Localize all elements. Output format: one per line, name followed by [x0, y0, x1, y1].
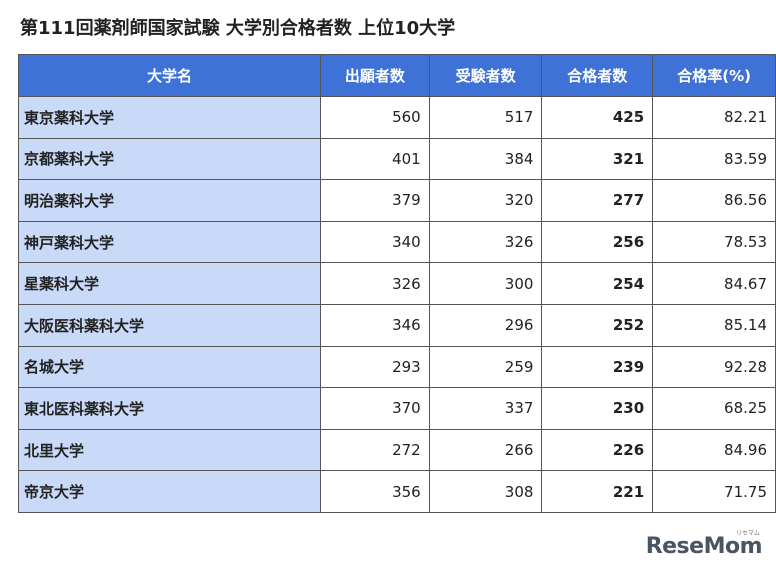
- cell: 256: [541, 220, 654, 264]
- cell: 379: [319, 179, 430, 222]
- cell: 300: [428, 262, 543, 305]
- cell: 560: [319, 96, 430, 139]
- column-header: 出願者数: [319, 54, 430, 97]
- cell: 221: [541, 470, 654, 513]
- table-row: 北里大学 272 266 226 84.96: [18, 428, 776, 472]
- cell: 346: [319, 303, 430, 347]
- cell: 293: [319, 345, 430, 389]
- cell: 230: [541, 387, 654, 430]
- university-name: 北里大学: [18, 428, 321, 472]
- logo-subtext: リセマム: [735, 530, 760, 537]
- university-name: 名城大学: [18, 345, 321, 389]
- university-name: 神戸薬科大学: [18, 220, 321, 264]
- university-name: 星薬科大学: [18, 262, 321, 305]
- cell: 252: [541, 303, 654, 347]
- cell: 272: [319, 428, 430, 472]
- cell: 85.14: [652, 303, 776, 347]
- table-row: 帝京大学 356 308 221 71.75: [18, 470, 776, 513]
- university-name: 明治薬科大学: [18, 179, 321, 222]
- table-row: 東京薬科大学 560 517 425 82.21: [18, 96, 776, 139]
- cell: 296: [428, 303, 543, 347]
- table-row: 明治薬科大学 379 320 277 86.56: [18, 179, 776, 222]
- cell: 92.28: [652, 345, 776, 389]
- column-header: 合格率(%): [652, 54, 776, 97]
- university-name: 東北医科薬科大学: [18, 387, 321, 430]
- cell: 226: [541, 428, 654, 472]
- cell: 71.75: [652, 470, 776, 513]
- table-row: 神戸薬科大学 340 326 256 78.53: [18, 220, 776, 264]
- cell: 425: [541, 96, 654, 139]
- cell: 340: [319, 220, 430, 264]
- column-header: 大学名: [18, 54, 321, 97]
- column-header: 受験者数: [428, 54, 543, 97]
- cell: 86.56: [652, 179, 776, 222]
- cell: 321: [541, 137, 654, 181]
- results-table: 大学名 出願者数 受験者数 合格者数 合格率(%) 東京薬科大学 560 517 425 82.…: [18, 54, 776, 513]
- university-name: 大阪医科薬科大学: [18, 303, 321, 347]
- cell: 370: [319, 387, 430, 430]
- table-row: 京都薬科大学 401 384 321 83.59: [18, 137, 776, 181]
- cell: 68.25: [652, 387, 776, 430]
- university-name: 帝京大学: [18, 470, 321, 513]
- university-name: 京都薬科大学: [18, 137, 321, 181]
- table-row: 大阪医科薬科大学 346 296 252 85.14: [18, 303, 776, 347]
- header-row: 大学名 出願者数 受験者数 合格者数 合格率(%): [18, 54, 776, 97]
- table-body: 東京薬科大学 560 517 425 82.21 京都薬科大学 401 384 321 83.59…: [18, 96, 776, 513]
- cell: 239: [541, 345, 654, 389]
- cell: 78.53: [652, 220, 776, 264]
- cell: 266: [428, 428, 543, 472]
- cell: 277: [541, 179, 654, 222]
- cell: 384: [428, 137, 543, 181]
- cell: 517: [428, 96, 543, 139]
- cell: 337: [428, 387, 543, 430]
- cell: 401: [319, 137, 430, 181]
- table-row: 星薬科大学 326 300 254 84.67: [18, 262, 776, 305]
- cell: 83.59: [652, 137, 776, 181]
- cell: 254: [541, 262, 654, 305]
- column-header: 合格者数: [541, 54, 654, 97]
- cell: 356: [319, 470, 430, 513]
- cell: 320: [428, 179, 543, 222]
- cell: 308: [428, 470, 543, 513]
- cell: 82.21: [652, 96, 776, 139]
- logo: ReseMom: [645, 534, 763, 559]
- cell: 259: [428, 345, 543, 389]
- cell: 84.96: [652, 428, 776, 472]
- cell: 326: [428, 220, 543, 264]
- cell: 84.67: [652, 262, 776, 305]
- university-name: 東京薬科大学: [18, 96, 321, 139]
- title: 第111回薬剤師国家試験 大学別合格者数 上位10大学: [20, 18, 456, 39]
- table-row: 名城大学 293 259 239 92.28: [18, 345, 776, 389]
- cell: 326: [319, 262, 430, 305]
- table-row: 東北医科薬科大学 370 337 230 68.25: [18, 387, 776, 430]
